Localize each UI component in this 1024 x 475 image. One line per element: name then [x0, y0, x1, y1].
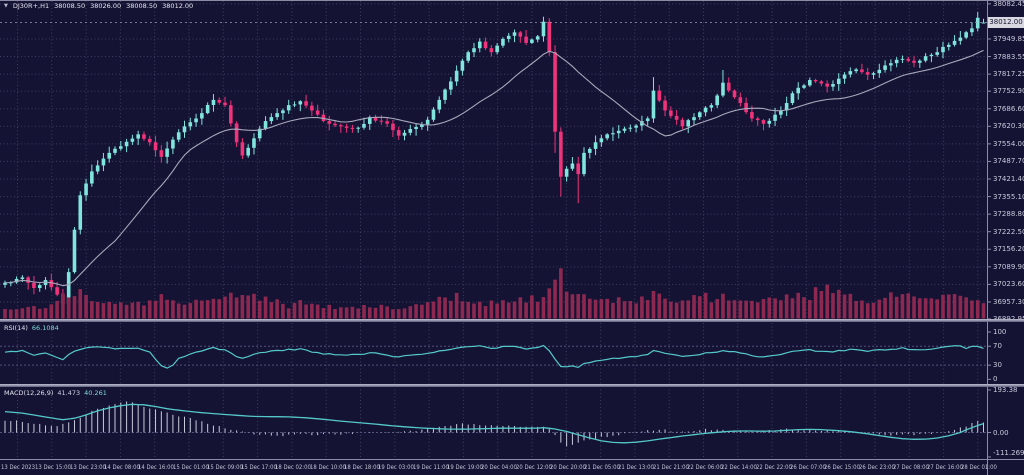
- time-axis-label: 27 Dec 08:00: [892, 463, 929, 471]
- price-axis-label: 37752.90: [993, 87, 1024, 96]
- symbol-period-label: DJ30R+,H1: [12, 2, 50, 10]
- ohlc-close: 38012.00: [162, 2, 194, 10]
- time-axis-label: 20 Dec 04:00: [481, 463, 518, 471]
- time-axis-label: 28 Dec 01:00: [961, 463, 998, 471]
- time-axis-label: 21 Dec 13:00: [618, 463, 655, 471]
- price-axis-label: 37949.85: [993, 34, 1024, 43]
- time-axis-label: 22 Dec 22:00: [755, 463, 792, 471]
- ohlc-high: 38026.00: [90, 2, 122, 10]
- time-axis-label: 13 Dec 2023: [1, 463, 36, 471]
- price-axis-label: 37089.90: [993, 262, 1024, 271]
- time-axis-label: 26 Dec 07:00: [789, 463, 826, 471]
- panel-splitter-macd[interactable]: [0, 384, 1024, 387]
- price-axis-label: 37421.40: [993, 175, 1024, 183]
- macd-scale-label: 193.38: [993, 385, 1018, 394]
- time-axis-label: 19 Dec 03:00: [378, 463, 415, 471]
- time-axis-label: 18 Dec 02:00: [275, 463, 312, 471]
- time-axis-label: 26 Dec 15:00: [824, 463, 861, 471]
- time-axis-label: 22 Dec 06:00: [687, 463, 723, 471]
- macd-main-value: 41.473: [57, 389, 81, 397]
- time-axis-label: 22 Dec 14:00: [721, 463, 758, 471]
- macd-scale-label: -111.269: [993, 449, 1024, 457]
- time-axis-label: 27 Dec 16:00: [927, 463, 963, 471]
- price-axis-label: 37156.20: [993, 245, 1024, 254]
- rsi-scale-label: 30: [993, 361, 1002, 370]
- current-price-tag: 38012.00: [988, 17, 1024, 28]
- time-axis-label: 18 Dec 10:00: [309, 463, 346, 471]
- price-axis-label: 37883.55: [993, 52, 1024, 61]
- time-axis-label: 15 Dec 17:00: [241, 463, 277, 471]
- price-axis-label: 37355.10: [993, 192, 1024, 201]
- time-axis-label: 26 Dec 23:00: [858, 463, 895, 471]
- price-axis-label: 37487.70: [993, 157, 1024, 166]
- macd-signal-value: 40.261: [84, 389, 107, 397]
- price-axis-label: 37686.60: [993, 104, 1024, 113]
- time-axis-label: 21 Dec 05:00: [584, 463, 620, 471]
- rsi-scale-label: 70: [993, 342, 1002, 351]
- price-axis-label: 37817.25: [993, 70, 1024, 79]
- price-axis-label: 37023.60: [993, 280, 1024, 289]
- time-axis-label: 15 Dec 09:00: [206, 463, 243, 471]
- time-axis-label: 18 Dec 18:00: [344, 463, 380, 471]
- rsi-panel-header: RSI(14) 66.1084: [4, 324, 59, 332]
- time-axis-label: 13 Dec 15:00: [35, 463, 72, 471]
- price-axis-label: 36957.30: [993, 297, 1024, 306]
- price-axis-label: 37620.30: [993, 122, 1024, 131]
- macd-panel-header: MACD(12,26,9) 41.473 40.261: [4, 389, 107, 397]
- price-axis-label: 38082.45: [993, 0, 1024, 8]
- time-axis-label: 20 Dec 12:00: [515, 463, 552, 471]
- ohlc-open: 38008.50: [54, 2, 86, 10]
- time-axis-label: 19 Dec 19:00: [446, 463, 483, 471]
- rsi-label: RSI(14): [4, 324, 28, 332]
- rsi-scale-label: 100: [993, 328, 1007, 336]
- dropdown-triangle-icon: ▼: [4, 3, 8, 9]
- time-axis-label: 14 Dec 08:00: [103, 463, 140, 471]
- chart-header: ▼ DJ30R+,H1 38008.50 38026.00 38008.50 3…: [4, 2, 193, 10]
- price-axis-label: 37222.50: [993, 227, 1024, 236]
- panel-splitter-rsi[interactable]: [0, 319, 1024, 322]
- rsi-value: 66.1084: [31, 324, 59, 332]
- price-axis-label: 37554.00: [993, 139, 1024, 148]
- time-axis-label: 20 Dec 20:00: [549, 463, 586, 471]
- macd-label: MACD(12,26,9): [4, 389, 54, 397]
- time-axis-label: 13 Dec 23:00: [69, 463, 106, 471]
- price-axis-label: 37288.80: [993, 210, 1024, 219]
- macd-scale-label: 0.00: [993, 428, 1009, 437]
- time-axis-label: 21 Dec 21:00: [652, 463, 689, 471]
- time-axis-label: 14 Dec 16:00: [138, 463, 175, 471]
- time-axis-label: 15 Dec 01:00: [172, 463, 209, 471]
- rsi-scale-label: 0: [993, 375, 998, 384]
- ohlc-low: 38008.50: [126, 2, 158, 10]
- time-axis-label: 19 Dec 11:00: [412, 463, 449, 471]
